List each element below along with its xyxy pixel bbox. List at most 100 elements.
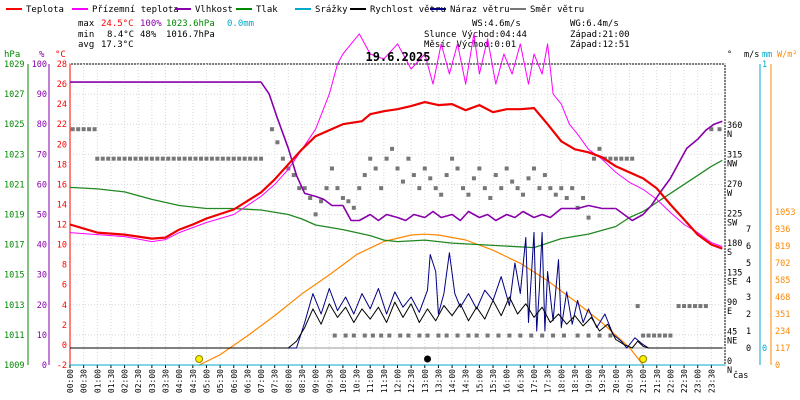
time-tick-label: 11:00 (366, 369, 375, 393)
wind-direction-point (551, 333, 556, 338)
time-tick-label: 04:00 (175, 369, 184, 393)
time-tick-label: 08:30 (298, 369, 307, 393)
time-tick-label: 08:00 (284, 369, 293, 393)
wind-direction-point (400, 179, 405, 184)
time-tick-label: 04:30 (189, 369, 198, 393)
wind-direction-point (485, 333, 490, 338)
temp-tick-label: 24 (57, 100, 67, 110)
temp-tick-label: 22 (57, 120, 67, 130)
wind-direction-point (531, 166, 536, 171)
time-tick-label: 17:30 (544, 369, 553, 393)
wind-direction-point (717, 127, 722, 132)
legend-label-naraz: Náraz větru (450, 5, 510, 15)
wind-direction-point (160, 156, 165, 161)
wind-direction-point (553, 192, 558, 197)
direction-degree-label: 0 (727, 357, 732, 367)
wind-direction-point (87, 127, 92, 132)
wind-direction-point (687, 304, 692, 309)
temp-tick-label: 8 (62, 261, 67, 271)
wm2-tick-label: 468 (775, 293, 790, 303)
wind-direction-point (373, 166, 378, 171)
wind-direction-point (76, 127, 81, 132)
wind-direction-point (581, 195, 586, 200)
wind-direction-point (575, 333, 580, 338)
feels-like-temperature-line (69, 33, 723, 248)
wind-direction-point (259, 156, 264, 161)
time-tick-label: 14:30 (462, 369, 471, 393)
temp-tick-label: 12 (57, 221, 67, 231)
wind-direction-point (368, 156, 373, 161)
wind-direction-point (529, 333, 534, 338)
wind-gust-line (70, 231, 723, 349)
wind-direction-point (635, 304, 640, 309)
wind-direction-point (564, 195, 569, 200)
wind-direction-point (444, 333, 449, 338)
time-tick-label: 05:30 (216, 369, 225, 393)
pct-tick-label: 30 (37, 271, 47, 281)
ms-tick-label: 5 (746, 259, 751, 269)
wind-direction-point (330, 166, 334, 171)
time-tick-label: 05:00 (202, 369, 211, 393)
stats-min-label: min (78, 30, 94, 40)
wind-direction-point (242, 156, 247, 161)
ms-tick-label: 1 (746, 327, 751, 337)
wind-direction-point (521, 192, 526, 197)
time-tick-label: 02:30 (134, 369, 143, 393)
pct-tick-label: 60 (37, 180, 47, 190)
wind-direction-point (646, 333, 651, 338)
hpa-tick-label: 1013 (4, 301, 24, 311)
time-axis-label: čas (733, 370, 748, 381)
time-tick-label: 06:30 (243, 369, 252, 393)
wind-direction-point (466, 192, 471, 197)
wind-direction-point (515, 186, 520, 191)
wind-direction-point (466, 333, 471, 338)
wind-direction-point (166, 156, 171, 161)
wind-direction-point (379, 186, 384, 191)
wind-direction-point (324, 186, 329, 191)
stats-min-humidity: 48% (140, 30, 157, 40)
wind-direction-point (417, 186, 422, 191)
wind-direction-point (351, 205, 356, 210)
direction-name-label: E (727, 307, 732, 317)
wind-direction-point (122, 156, 127, 161)
time-tick-label: 01:30 (107, 369, 116, 393)
wind-direction-point (390, 146, 395, 151)
temp-tick-label: 28 (57, 60, 67, 70)
direction-name-label: NW (727, 160, 738, 170)
wind-direction-point (474, 333, 479, 338)
direction-name-label: S (727, 248, 732, 258)
wind-direction-point (652, 333, 657, 338)
legend-label-srazky: Srážky (315, 5, 348, 15)
legend-label-tlak: Tlak (256, 5, 278, 15)
wind-direction-point (275, 140, 280, 145)
wind-direction-point (455, 333, 460, 338)
wind-direction-point (586, 215, 591, 220)
direction-degree-label: 45 (727, 328, 737, 338)
wind-direction-point (526, 176, 531, 181)
time-tick-label: 23:00 (694, 369, 703, 393)
time-tick-label: 02:00 (121, 369, 130, 393)
wind-direction-point (613, 156, 618, 161)
direction-name-label: SE (727, 278, 737, 288)
wind-direction-point (155, 156, 160, 161)
time-tick-label: 22:30 (680, 369, 689, 393)
pct-tick-label: 50 (37, 211, 47, 221)
ms-unit: m/s (744, 50, 759, 60)
wind-direction-point (297, 186, 302, 191)
direction-name-label: W (727, 189, 733, 199)
wm2-tick-label: 702 (775, 259, 790, 269)
wind-direction-point (471, 176, 476, 181)
sun-marker (195, 355, 204, 363)
time-tick-label: 21:30 (653, 369, 662, 393)
wind-direction-point (357, 186, 362, 191)
temp-tick-label: 18 (57, 160, 67, 170)
stats-moonset: Západ:12:51 (570, 40, 630, 50)
direction-name-label: NE (727, 337, 737, 347)
wind-direction-point (199, 156, 203, 161)
wind-direction-point (493, 173, 498, 178)
wind-direction-point (70, 127, 75, 132)
legend: Teplota Přízemní teplota Vlhkost Tlak Srážky… (6, 5, 584, 15)
time-tick-label: 15:30 (489, 369, 498, 393)
temp-tick-label: 26 (57, 80, 67, 90)
wind-direction-point (499, 186, 504, 191)
